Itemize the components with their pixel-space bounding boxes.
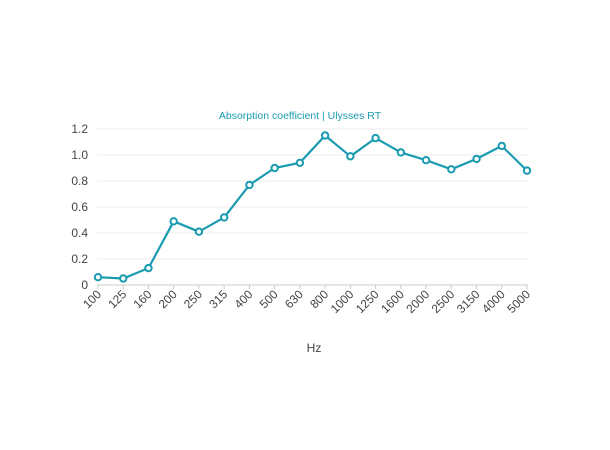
data-point[interactable]: [119, 274, 128, 283]
y-axis-ticks: 0 0.2 0.4 0.6 0.8 1.0 1.2: [71, 122, 88, 292]
data-point[interactable]: [472, 154, 481, 164]
data-point[interactable]: [169, 217, 178, 226]
x-tick-label: 1250: [353, 287, 382, 316]
chart-title: Absorption coefficient | Ulysses RT: [219, 110, 382, 122]
data-point[interactable]: [497, 141, 506, 151]
data-point[interactable]: [295, 158, 305, 168]
x-tick-label: 1600: [378, 287, 407, 316]
y-tick-label: 0.8: [71, 174, 88, 188]
x-tick-label: 125: [105, 287, 129, 311]
data-point[interactable]: [421, 156, 431, 165]
y-tick-label: 0.4: [71, 226, 88, 240]
x-tick-label: 2000: [403, 287, 432, 316]
x-tick-label: 160: [131, 287, 155, 311]
data-point[interactable]: [346, 152, 355, 161]
data-point[interactable]: [447, 165, 456, 174]
data-point[interactable]: [270, 163, 279, 173]
x-tick-label: 1000: [328, 287, 357, 316]
y-tick-label: 1.2: [71, 122, 88, 136]
data-point[interactable]: [396, 148, 406, 157]
x-tick-label: 3150: [454, 287, 483, 316]
x-axis-ticks: 100 125 160 200 250 315 400 500 630 8001000125016…: [80, 287, 533, 316]
x-tick-label: 200: [156, 287, 180, 311]
x-tick-label: 500: [257, 287, 281, 311]
x-tick-label: 250: [181, 287, 205, 311]
series-line: [97, 134, 528, 280]
x-tick-label: 315: [206, 287, 230, 311]
x-tick-label: 800: [307, 287, 331, 311]
data-point[interactable]: [144, 263, 153, 273]
data-point[interactable]: [522, 166, 532, 175]
series-layer: [93, 131, 532, 283]
gridlines: [97, 128, 528, 260]
x-tick-label: 4000: [479, 287, 508, 316]
x-tick-label: 400: [231, 287, 255, 311]
data-point[interactable]: [245, 180, 254, 190]
data-point[interactable]: [93, 273, 103, 282]
x-tick-label: 5000: [504, 287, 533, 316]
x-axis-label: Hz: [307, 341, 322, 355]
x-tick-label: 2500: [429, 287, 458, 316]
data-point[interactable]: [194, 227, 204, 236]
data-point[interactable]: [219, 213, 229, 222]
data-point[interactable]: [320, 131, 330, 140]
axes: [97, 284, 528, 289]
y-tick-label: 0: [81, 278, 88, 292]
x-tick-label: 630: [282, 287, 306, 311]
y-tick-label: 1.0: [71, 148, 88, 162]
data-point[interactable]: [371, 133, 380, 143]
y-tick-label: 0.2: [71, 252, 88, 266]
y-tick-label: 0.6: [71, 200, 88, 214]
